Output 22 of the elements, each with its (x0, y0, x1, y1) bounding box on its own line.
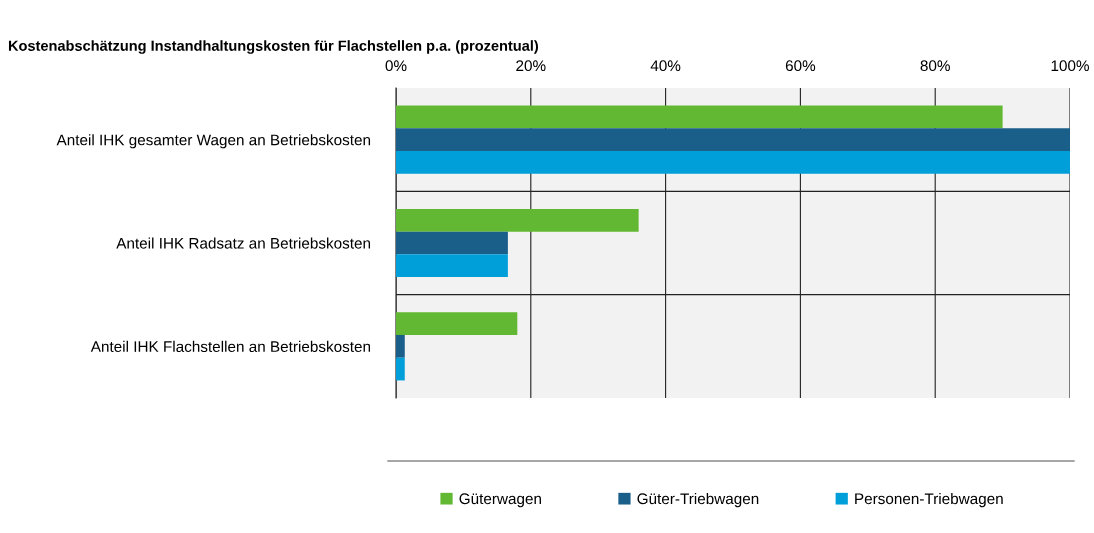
bar (396, 334, 405, 358)
bar (396, 208, 639, 232)
bar (396, 128, 1070, 152)
x-tick-label: 40% (650, 60, 681, 72)
y-tick-label: Anteil IHK gesamter Wagen an Betriebskosten (56, 134, 371, 149)
bar (396, 151, 1070, 174)
bar (396, 105, 1003, 129)
bar (396, 312, 518, 335)
bar (396, 357, 405, 381)
bar (396, 254, 508, 278)
x-tick-label: 80% (920, 60, 950, 72)
x-tick-label: 60% (785, 60, 816, 72)
legend-label: Güterwagen (459, 493, 541, 508)
y-tick-label: Anteil IHK Flachstellen an Betriebskosten (90, 340, 371, 353)
legend-label: Güter-Triebwagen (637, 492, 759, 508)
y-tick-label: Anteil IHK Radsatz an Betriebskosten (116, 237, 371, 249)
legend-label: Personen-Triebwagen (855, 492, 1003, 508)
x-tick-label: 20% (516, 60, 546, 72)
bar (396, 231, 508, 255)
x-tick-label: 0% (385, 60, 407, 72)
text: Kostenabschätzung Instandhaltungskosten für Flachstellen p.a. (prozentual) (8, 40, 538, 54)
x-tick-label: 100% (1051, 60, 1089, 72)
